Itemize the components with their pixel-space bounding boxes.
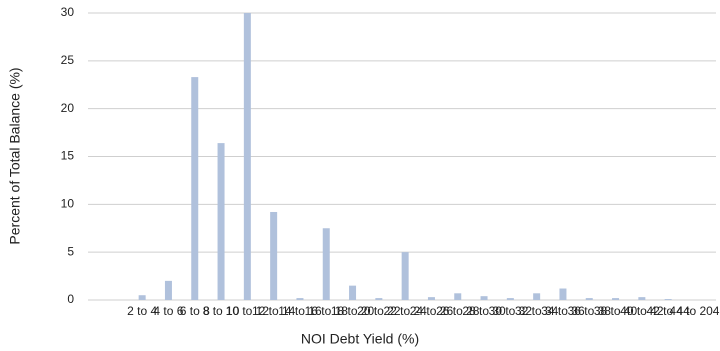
bar — [138, 295, 146, 300]
y-tick-label: 20 — [61, 101, 75, 115]
y-tick-label: 30 — [61, 5, 75, 19]
x-tick-label: 8 to 10 — [203, 304, 240, 318]
x-tick-label: 42 to 44 — [646, 304, 690, 318]
bar — [454, 293, 462, 300]
bar — [664, 299, 672, 300]
bar — [217, 143, 225, 300]
x-tick-label: 28 to 30 — [462, 304, 506, 318]
y-tick-label: 5 — [67, 244, 74, 258]
x-axis-label: NOI Debt Yield (%) — [301, 331, 419, 347]
bar — [349, 285, 357, 300]
x-tick-label: 10 to 12 — [226, 304, 270, 318]
bar — [191, 77, 199, 300]
bar — [270, 211, 278, 300]
x-tick-label: 40 to 42 — [620, 304, 664, 318]
x-tick-label: 44 to 204 — [669, 304, 719, 318]
x-tick-label: 22 to 24 — [383, 304, 427, 318]
y-tick-label: 25 — [61, 53, 75, 67]
bar — [533, 293, 541, 300]
bar — [559, 288, 567, 300]
x-tick-label: 12 to 14 — [252, 304, 296, 318]
x-tick-label: 18 to 20 — [331, 304, 375, 318]
x-tick-label: 2 to 4 — [127, 304, 157, 318]
bar — [638, 297, 646, 300]
bar — [243, 13, 251, 300]
bar — [401, 252, 409, 300]
x-tick-label: 24 to 26 — [410, 304, 454, 318]
x-tick-label: 26 to 28 — [436, 304, 480, 318]
bar — [612, 298, 620, 300]
y-tick-label: 15 — [61, 149, 75, 163]
bar — [506, 298, 514, 300]
x-tick-label: 16 to 18 — [305, 304, 349, 318]
x-tick-label: 30 to 32 — [489, 304, 533, 318]
bar — [427, 297, 435, 300]
x-tick-label: 38 to 40 — [594, 304, 638, 318]
y-axis-label: Percent of Total Balance (%) — [7, 67, 23, 244]
bar — [322, 228, 330, 300]
x-tick-label: 14 to 16 — [278, 304, 322, 318]
bar — [585, 298, 593, 300]
x-tick-label: 32 to 34 — [515, 304, 559, 318]
bar — [296, 298, 304, 300]
x-tick-label: 4 to 6 — [153, 304, 183, 318]
bar — [375, 298, 383, 300]
x-tick-label: 20 to 22 — [357, 304, 401, 318]
y-tick-label: 0 — [67, 292, 74, 306]
y-tick-label: 10 — [61, 197, 75, 211]
x-tick-label: 36 to 38 — [568, 304, 612, 318]
bar — [164, 280, 172, 300]
bar — [480, 296, 488, 300]
x-tick-label: 6 to 8 — [180, 304, 210, 318]
x-tick-label: 34 to 36 — [541, 304, 585, 318]
